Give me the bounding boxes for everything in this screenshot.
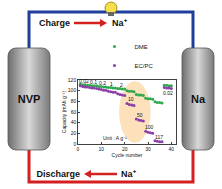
svg-text:100: 100: [68, 87, 77, 93]
svg-text:0.2: 0.2: [99, 80, 106, 86]
svg-text:40: 40: [71, 119, 77, 125]
svg-text:Capacity (mAh g⁻¹): Capacity (mAh g⁻¹): [61, 91, 67, 134]
svg-text:Charge: Charge: [39, 18, 70, 28]
svg-text:0.1: 0.1: [90, 79, 97, 85]
svg-text:Na: Na: [191, 93, 206, 105]
svg-text:DME: DME: [135, 44, 148, 50]
svg-text:1: 1: [110, 81, 113, 87]
svg-text:Cycle number: Cycle number: [112, 152, 143, 158]
svg-text:0: 0: [77, 146, 80, 152]
svg-text:EC/PC: EC/PC: [135, 63, 154, 69]
svg-text:117: 117: [155, 134, 163, 140]
svg-text:100: 100: [145, 124, 154, 130]
svg-text:0: 0: [73, 141, 76, 147]
svg-text:60: 60: [71, 109, 77, 115]
svg-text:10: 10: [128, 96, 134, 102]
svg-text:0.02: 0.02: [79, 78, 89, 84]
svg-text:2: 2: [120, 82, 123, 88]
svg-text:120: 120: [68, 77, 77, 83]
svg-text:NVP: NVP: [18, 93, 41, 105]
svg-text:50: 50: [137, 112, 143, 118]
svg-text:Na⁺: Na⁺: [121, 169, 136, 179]
svg-text:80: 80: [71, 98, 77, 104]
svg-text:Discharge: Discharge: [36, 169, 80, 179]
svg-text:20: 20: [71, 130, 77, 136]
svg-text:Na⁺: Na⁺: [112, 18, 127, 28]
svg-text:0.02: 0.02: [163, 90, 173, 96]
svg-text:30: 30: [145, 146, 151, 152]
svg-text:20: 20: [122, 146, 128, 152]
svg-text:10: 10: [99, 146, 105, 152]
svg-text:Unit : A g⁻¹: Unit : A g⁻¹: [103, 135, 127, 141]
svg-text:40: 40: [169, 146, 175, 152]
